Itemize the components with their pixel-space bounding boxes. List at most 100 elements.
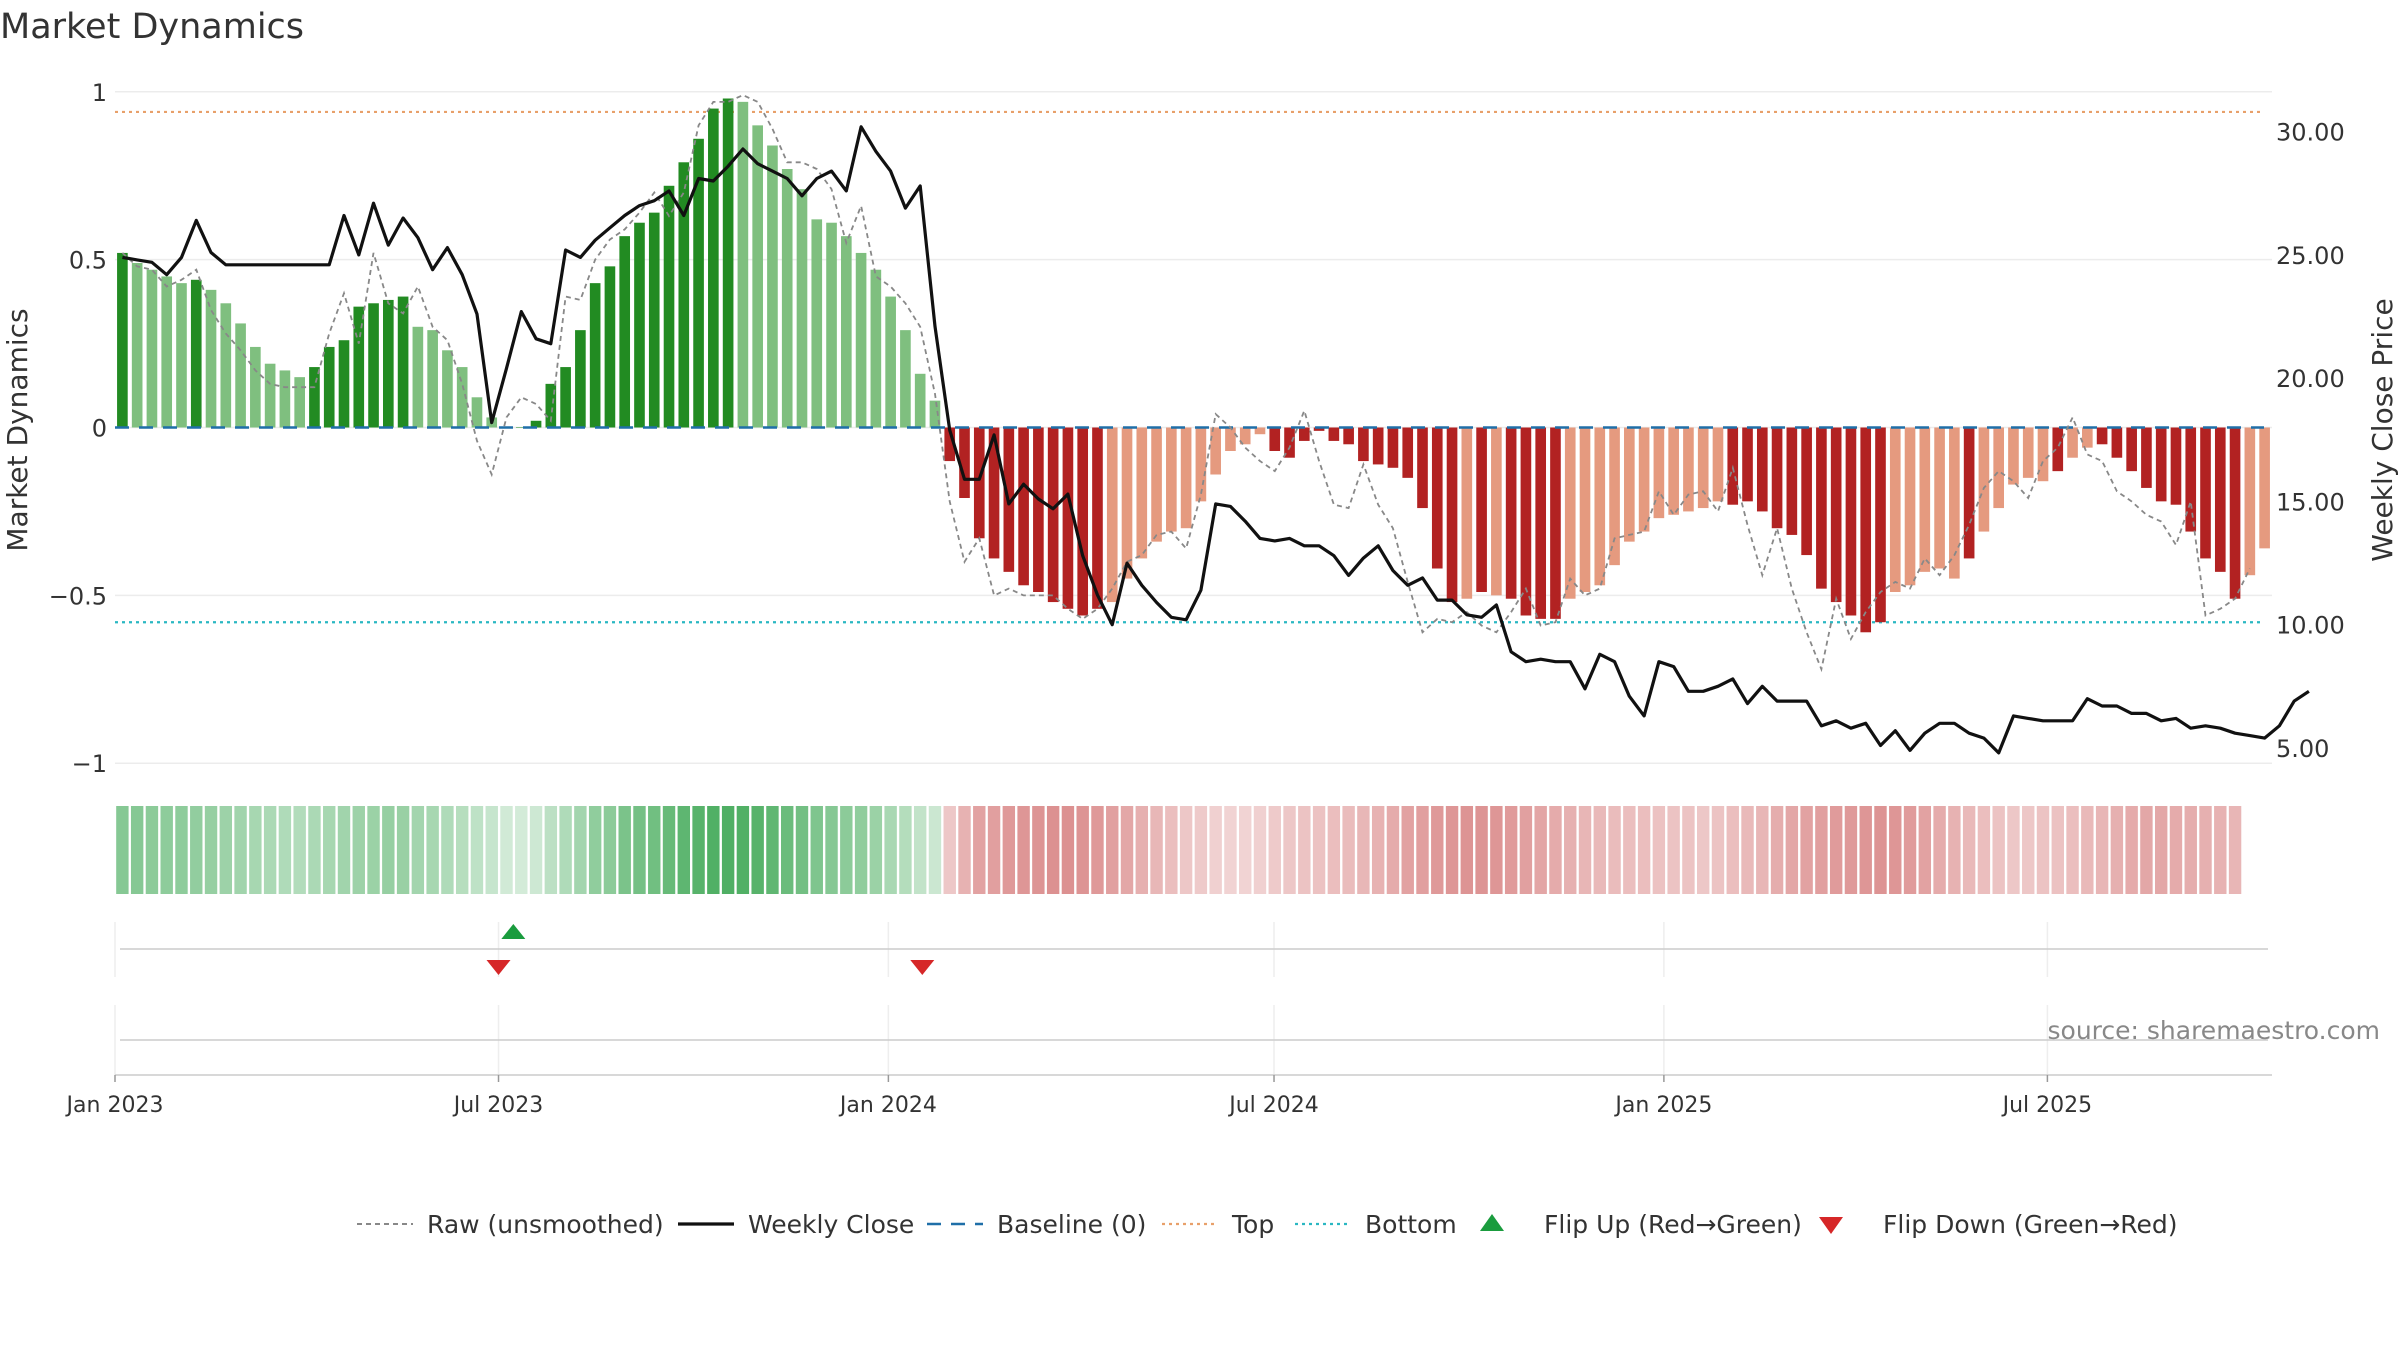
heat-cell [2095,806,2109,894]
flip-up-triangle-icon [501,924,526,939]
momentum-bar [959,427,970,498]
heat-cell [1032,806,1045,894]
momentum-bar [1934,427,1945,569]
momentum-bar [1180,427,1192,529]
right-tick-label: 15.00 [2276,488,2345,516]
heat-cell [1918,806,1932,894]
momentum-bar [944,427,956,462]
heat-cell [1253,806,1267,894]
heat-cell [116,806,129,894]
legend-label: Weekly Close [748,1210,914,1239]
heat-cell [1549,806,1562,894]
heat-cell [470,806,484,894]
momentum-bar [2141,427,2152,488]
heat-cell [1445,806,1459,894]
momentum-bar [1461,427,1473,599]
momentum-bar [323,346,335,428]
momentum-bar [2185,427,2197,532]
left-tick-label: 0 [92,415,107,443]
momentum-bar [796,189,808,428]
momentum-bar [353,306,365,428]
legend-item: Top [1162,1210,1274,1239]
legend-label: Flip Up (Red→Green) [1544,1210,1802,1239]
momentum-bar [840,236,852,428]
momentum-bar [1579,427,1591,592]
heat-cell [1637,806,1651,894]
heat-cell [190,806,203,894]
momentum-bar [1683,427,1694,512]
momentum-bar [1609,427,1620,566]
momentum-bar [1904,427,1916,586]
momentum-bar [929,400,941,428]
heat-cell [1106,806,1119,894]
left-tick-label: −0.5 [49,582,107,610]
legend-label: Baseline (0) [997,1210,1146,1239]
momentum-bar [1550,427,1561,619]
heat-cell [1726,806,1739,894]
momentum-bar [855,252,867,428]
momentum-bar [1092,427,1103,609]
momentum-bar [1653,427,1665,519]
heat-cell [884,806,897,894]
heat-cell [1327,806,1341,894]
heat-cell [633,806,646,894]
heat-cell [1460,806,1474,894]
momentum-bar [1313,427,1325,431]
heat-cell [574,806,587,894]
weekly-close-path [122,125,2310,755]
heat-cell [1401,806,1414,894]
heat-cell [1165,806,1178,894]
heat-cell [1342,806,1355,894]
momentum-bar [1136,427,1148,559]
momentum-bar [900,330,911,428]
right-axis-ticks: 30.00 25.00 20.00 15.00 10.00 5.00 [2276,119,2345,763]
momentum-bar [1756,427,1768,512]
momentum-bar [678,162,690,428]
heat-cell [721,806,735,894]
heat-cell [869,806,883,894]
heat-cell [1091,806,1104,894]
momentum-bar [442,350,453,428]
momentum-bar [146,269,158,428]
momentum-bar [1343,427,1354,445]
momentum-bar [1431,427,1443,569]
momentum-bar [131,263,143,428]
chart-title: Market Dynamics [0,7,304,47]
regime-heat-strip [116,806,2242,894]
heat-cell [2214,806,2227,894]
momentum-bar [1446,427,1458,603]
heat-cell [1416,806,1429,894]
momentum-bar [412,326,424,428]
momentum-bar [1919,427,1931,572]
x-tick-label: Jan 2023 [65,1093,164,1118]
heat-cell [234,806,247,894]
heat-cell [1756,806,1769,894]
heat-cell [1504,806,1518,894]
momentum-bar [2200,427,2211,559]
momentum-bar [382,299,394,428]
momentum-bar [1535,427,1547,619]
momentum-bar [117,252,128,428]
flip-down-triangle-icon [486,960,511,975]
momentum-bar [1328,427,1340,441]
heat-cell [175,806,188,894]
momentum-bar [2126,427,2137,472]
momentum-bar [161,276,173,428]
heat-cell [1120,806,1134,894]
momentum-bar [1166,427,1177,532]
heat-cell [1002,806,1016,894]
heat-cell [1977,806,1991,894]
heat-cell [1490,806,1503,894]
heat-cell [1239,806,1252,894]
heat-cell [810,806,823,894]
x-tick-label: Jul 2024 [1227,1093,1319,1118]
momentum-bar [294,377,305,428]
heat-cell [160,806,173,894]
heat-cell [1519,806,1533,894]
heat-cell [692,806,705,894]
heat-cell [1859,806,1872,894]
heat-cell [219,806,233,894]
momentum-bar [2111,427,2123,458]
heat-cell [411,806,425,894]
heat-cell [1283,806,1296,894]
